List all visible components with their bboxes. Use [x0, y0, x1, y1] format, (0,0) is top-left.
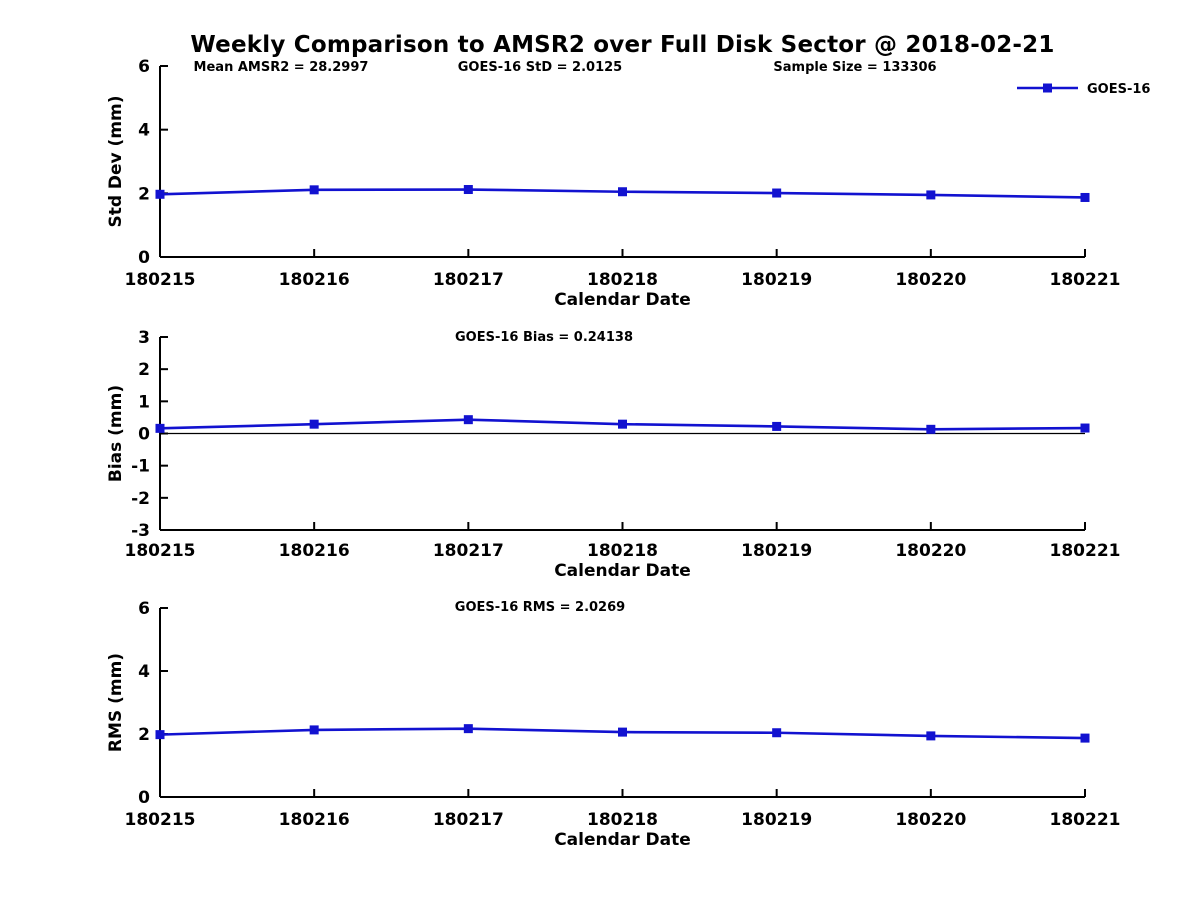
y-tick-label: 3: [138, 328, 150, 348]
y-tick-label: 0: [138, 425, 150, 445]
legend-marker: [1043, 83, 1052, 93]
data-point-marker: [618, 187, 627, 197]
y-tick-label: 6: [138, 57, 150, 77]
x-tick-label: 180215: [125, 541, 196, 561]
x-tick-label: 180218: [587, 541, 658, 561]
subplot-annotation: Sample Size = 133306: [773, 60, 936, 75]
x-axis-label: Calendar Date: [554, 290, 691, 310]
x-tick-label: 180221: [1050, 270, 1121, 290]
y-tick-label: 4: [138, 662, 150, 682]
data-point-marker: [1080, 192, 1090, 202]
data-point-marker: [463, 415, 473, 425]
x-tick-label: 180219: [741, 810, 812, 830]
y-tick-label: -1: [131, 457, 150, 477]
x-tick-label: 180220: [895, 270, 966, 290]
x-tick-label: 180218: [587, 810, 658, 830]
y-axis-label: Std Dev (mm): [106, 95, 126, 227]
x-tick-label: 180217: [433, 270, 504, 290]
data-point-marker: [926, 190, 936, 200]
x-tick-label: 180215: [125, 810, 196, 830]
subplot-annotation: Mean AMSR2 = 28.2997: [194, 60, 369, 75]
y-tick-label: 0: [138, 788, 150, 808]
data-point-marker: [155, 189, 165, 199]
x-tick-label: 180216: [279, 810, 350, 830]
y-tick-label: 4: [138, 121, 150, 141]
data-point-marker: [1080, 423, 1090, 433]
y-tick-label: 2: [138, 360, 150, 380]
x-tick-label: 180219: [741, 270, 812, 290]
data-point-marker: [926, 731, 936, 741]
data-point-marker: [463, 185, 473, 195]
legend-label: GOES-16: [1087, 82, 1150, 97]
data-point-marker: [309, 419, 319, 429]
data-point-marker: [463, 724, 473, 734]
data-point-marker: [309, 725, 319, 735]
page-title: Weekly Comparison to AMSR2 over Full Dis…: [190, 32, 1055, 58]
data-point-marker: [772, 728, 782, 738]
data-point-marker: [155, 423, 165, 433]
y-axis-label: Bias (mm): [106, 385, 126, 482]
x-axis-label: Calendar Date: [554, 561, 691, 581]
data-point-marker: [772, 188, 782, 198]
data-point-marker: [618, 419, 627, 429]
x-axis-label: Calendar Date: [554, 830, 691, 850]
subplot-annotation: GOES-16 RMS = 2.0269: [455, 600, 625, 615]
y-tick-label: 0: [138, 248, 150, 268]
x-tick-label: 180218: [587, 270, 658, 290]
data-point-marker: [772, 421, 782, 431]
y-tick-label: 2: [138, 184, 150, 204]
y-tick-label: -2: [131, 489, 150, 509]
y-tick-label: 1: [138, 392, 150, 412]
x-tick-label: 180221: [1050, 541, 1121, 561]
data-point-marker: [309, 185, 319, 195]
data-point-marker: [926, 424, 936, 434]
y-tick-label: 2: [138, 725, 150, 745]
legend: GOES-16: [1017, 82, 1150, 97]
subplot-bias: [155, 336, 1090, 531]
x-tick-label: 180221: [1050, 810, 1121, 830]
x-tick-label: 180220: [895, 541, 966, 561]
x-tick-label: 180215: [125, 270, 196, 290]
data-point-marker: [618, 727, 627, 737]
y-tick-label: -3: [131, 521, 150, 541]
subplot-annotation: GOES-16 Bias = 0.24138: [455, 330, 633, 345]
x-tick-label: 180216: [279, 270, 350, 290]
data-point-marker: [1080, 733, 1090, 743]
subplot-rms: [155, 607, 1090, 798]
subplot-annotation: GOES-16 StD = 2.0125: [458, 60, 622, 75]
x-tick-label: 180216: [279, 541, 350, 561]
y-axis-label: RMS (mm): [106, 653, 126, 752]
subplot-std-dev: GOES-16: [155, 65, 1150, 258]
x-tick-label: 180220: [895, 810, 966, 830]
x-tick-label: 180217: [433, 810, 504, 830]
data-point-marker: [155, 730, 165, 740]
x-tick-label: 180217: [433, 541, 504, 561]
x-tick-label: 180219: [741, 541, 812, 561]
y-tick-label: 6: [138, 599, 150, 619]
